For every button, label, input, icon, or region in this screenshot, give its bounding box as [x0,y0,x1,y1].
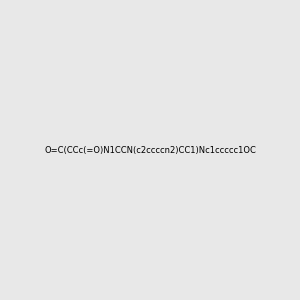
Text: O=C(CCc(=O)N1CCN(c2ccccn2)CC1)Nc1ccccc1OC: O=C(CCc(=O)N1CCN(c2ccccn2)CC1)Nc1ccccc1O… [44,146,256,154]
